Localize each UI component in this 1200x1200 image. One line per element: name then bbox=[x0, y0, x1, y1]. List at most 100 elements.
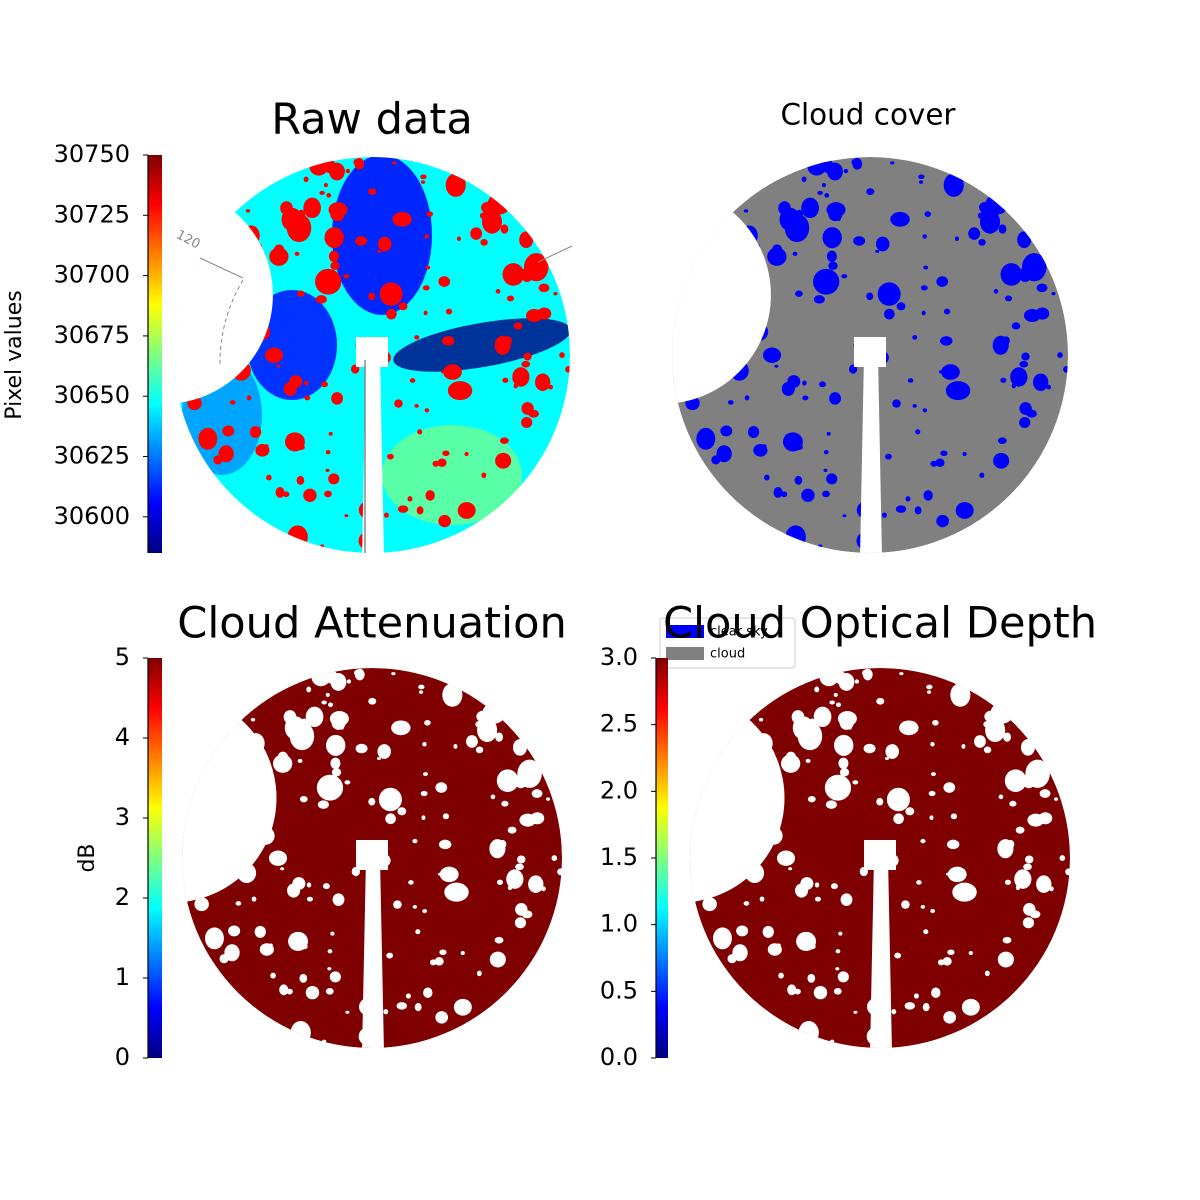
panel-title: Raw data bbox=[271, 95, 473, 145]
blob bbox=[904, 1002, 916, 1010]
blob bbox=[776, 850, 796, 866]
blob bbox=[720, 425, 733, 437]
blob bbox=[460, 951, 465, 956]
blob bbox=[837, 711, 857, 727]
blob bbox=[1051, 291, 1056, 296]
blob bbox=[813, 706, 832, 728]
legend-label: clear sky bbox=[710, 625, 768, 640]
blob bbox=[853, 236, 866, 246]
blob bbox=[940, 450, 948, 457]
panel-title: Cloud Optical Depth bbox=[663, 599, 1097, 649]
blob bbox=[795, 290, 803, 297]
blob bbox=[1000, 377, 1007, 383]
blob bbox=[414, 1002, 422, 1012]
blob bbox=[535, 373, 551, 392]
blob bbox=[368, 797, 376, 806]
blob bbox=[1014, 869, 1032, 889]
blob bbox=[876, 797, 884, 806]
blob bbox=[1027, 813, 1045, 827]
blob bbox=[224, 944, 240, 962]
blob bbox=[808, 943, 816, 950]
blob bbox=[414, 335, 420, 340]
sky-image bbox=[182, 668, 562, 1048]
blob bbox=[901, 900, 910, 909]
blob bbox=[968, 227, 981, 240]
blob bbox=[255, 444, 270, 457]
blob bbox=[1039, 789, 1051, 798]
blob bbox=[918, 174, 925, 180]
mask bbox=[174, 186, 273, 404]
blob bbox=[297, 444, 305, 450]
blob bbox=[512, 367, 530, 387]
blob bbox=[521, 360, 531, 368]
blob bbox=[727, 400, 734, 405]
blob bbox=[935, 458, 945, 467]
blob bbox=[396, 1002, 408, 1010]
blob bbox=[875, 249, 880, 253]
blob bbox=[420, 790, 428, 797]
blob bbox=[397, 505, 409, 513]
blob bbox=[453, 998, 472, 1016]
colorbar bbox=[148, 658, 162, 1058]
blob bbox=[392, 161, 397, 165]
blob bbox=[557, 868, 562, 876]
blob bbox=[696, 427, 716, 450]
blob bbox=[327, 967, 332, 971]
blob bbox=[435, 1011, 449, 1024]
blob bbox=[1033, 373, 1049, 392]
blob bbox=[300, 943, 308, 950]
blob bbox=[444, 882, 469, 902]
tick-label: 2.0 bbox=[600, 776, 638, 804]
blob bbox=[924, 211, 931, 217]
blob bbox=[507, 885, 513, 891]
blob bbox=[246, 395, 252, 401]
blob bbox=[824, 774, 852, 801]
polar-grid bbox=[537, 245, 573, 263]
blob bbox=[513, 383, 518, 389]
blob bbox=[891, 1009, 897, 1015]
blob bbox=[1003, 732, 1012, 742]
blob bbox=[950, 813, 958, 820]
blob bbox=[445, 173, 466, 197]
blob bbox=[520, 267, 534, 282]
blob bbox=[279, 984, 289, 996]
blob bbox=[920, 905, 926, 909]
blob bbox=[259, 943, 274, 956]
blob bbox=[829, 392, 842, 405]
blob bbox=[332, 893, 345, 906]
blob bbox=[343, 274, 350, 279]
blob bbox=[447, 381, 473, 401]
blob bbox=[1024, 855, 1034, 864]
blob bbox=[306, 686, 312, 693]
blob bbox=[767, 247, 787, 266]
blob bbox=[853, 1010, 858, 1014]
blob bbox=[890, 161, 895, 165]
blob bbox=[841, 274, 848, 279]
blob bbox=[732, 944, 748, 962]
blob bbox=[875, 236, 890, 252]
blob bbox=[506, 869, 524, 889]
blob bbox=[899, 720, 919, 736]
blob bbox=[328, 473, 340, 485]
blob bbox=[269, 247, 289, 266]
blob bbox=[204, 927, 224, 950]
patch bbox=[382, 425, 522, 525]
blob bbox=[424, 408, 430, 413]
blob bbox=[345, 168, 351, 174]
blob bbox=[921, 310, 926, 316]
blob bbox=[420, 174, 427, 180]
blob bbox=[941, 364, 960, 380]
tick-label: 30600 bbox=[54, 502, 130, 530]
blob bbox=[317, 800, 329, 809]
blob bbox=[309, 157, 329, 176]
blob bbox=[320, 544, 325, 548]
blob bbox=[519, 813, 537, 827]
blob bbox=[305, 706, 324, 728]
colorbar bbox=[656, 658, 668, 1058]
blob bbox=[387, 453, 394, 460]
blob bbox=[521, 416, 533, 428]
blob bbox=[494, 936, 504, 944]
blob bbox=[807, 795, 816, 803]
blob bbox=[788, 867, 793, 871]
blob bbox=[762, 925, 774, 938]
